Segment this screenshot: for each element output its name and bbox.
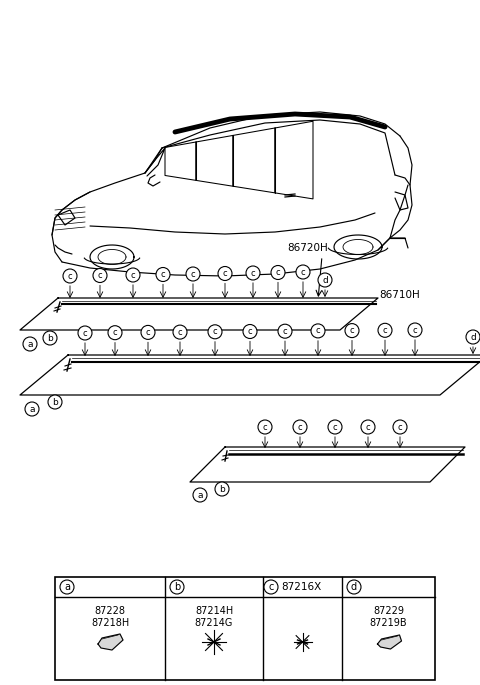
Circle shape (378, 323, 392, 337)
Text: c: c (113, 328, 117, 337)
Circle shape (328, 420, 342, 434)
Text: c: c (300, 268, 305, 277)
Circle shape (186, 267, 200, 281)
Circle shape (311, 324, 325, 338)
Text: c: c (366, 423, 370, 432)
Text: c: c (298, 423, 302, 432)
Circle shape (258, 420, 272, 434)
Text: c: c (333, 423, 337, 432)
Text: d: d (470, 332, 476, 342)
Polygon shape (377, 635, 401, 649)
Text: c: c (283, 327, 288, 336)
Text: c: c (146, 328, 150, 337)
Text: c: c (98, 271, 102, 280)
Circle shape (318, 273, 332, 287)
Circle shape (296, 265, 310, 279)
Text: c: c (398, 423, 402, 432)
Text: c: c (251, 269, 255, 277)
Circle shape (243, 325, 257, 338)
Text: c: c (413, 325, 417, 334)
Polygon shape (190, 447, 465, 482)
Text: c: c (178, 327, 182, 336)
Circle shape (126, 268, 140, 282)
Circle shape (218, 266, 232, 280)
Text: c: c (350, 326, 354, 335)
Text: a: a (27, 340, 33, 349)
Text: 87214G: 87214G (195, 618, 233, 628)
Text: d: d (351, 582, 357, 592)
Text: 87216X: 87216X (281, 582, 321, 592)
Circle shape (278, 324, 292, 338)
Text: 87229: 87229 (373, 606, 404, 616)
Text: d: d (322, 275, 328, 284)
Text: c: c (383, 326, 387, 335)
Text: c: c (248, 327, 252, 336)
Circle shape (345, 323, 359, 338)
Text: 87218H: 87218H (91, 618, 129, 628)
Text: c: c (83, 329, 87, 338)
Circle shape (466, 330, 480, 344)
Circle shape (408, 323, 422, 337)
Text: 86710H: 86710H (380, 290, 420, 300)
Circle shape (293, 420, 307, 434)
Text: 87214H: 87214H (195, 606, 233, 616)
Text: c: c (316, 326, 320, 336)
Text: 86720H: 86720H (288, 243, 328, 253)
Circle shape (156, 268, 170, 282)
Circle shape (347, 580, 361, 594)
Text: c: c (268, 582, 274, 592)
Text: b: b (52, 397, 58, 406)
Polygon shape (20, 355, 480, 395)
Circle shape (23, 337, 37, 351)
Text: a: a (64, 582, 70, 592)
Circle shape (170, 580, 184, 594)
Text: a: a (29, 405, 35, 414)
Circle shape (108, 325, 122, 340)
Text: c: c (68, 271, 72, 280)
Text: c: c (213, 327, 217, 336)
Bar (55, 577, 435, 680)
Circle shape (393, 420, 407, 434)
Text: a: a (197, 490, 203, 499)
Text: b: b (219, 484, 225, 493)
Circle shape (264, 580, 278, 594)
Circle shape (43, 331, 57, 345)
Circle shape (141, 325, 155, 339)
Circle shape (173, 325, 187, 339)
Text: 87228: 87228 (95, 606, 125, 616)
Circle shape (78, 326, 92, 340)
Text: 87219B: 87219B (370, 618, 408, 628)
Circle shape (60, 580, 74, 594)
Circle shape (271, 266, 285, 279)
Text: c: c (276, 268, 280, 277)
Polygon shape (98, 634, 123, 650)
Text: c: c (131, 271, 135, 279)
Polygon shape (20, 298, 378, 330)
Circle shape (215, 482, 229, 496)
Text: b: b (174, 582, 180, 592)
Circle shape (48, 395, 62, 409)
Text: c: c (223, 269, 228, 278)
Circle shape (361, 420, 375, 434)
Circle shape (93, 269, 107, 282)
Text: c: c (263, 423, 267, 432)
Text: c: c (191, 269, 195, 279)
Circle shape (208, 325, 222, 339)
Circle shape (63, 269, 77, 283)
Circle shape (193, 488, 207, 502)
Circle shape (246, 266, 260, 280)
Circle shape (25, 402, 39, 416)
Text: b: b (47, 334, 53, 342)
Text: c: c (161, 270, 165, 279)
